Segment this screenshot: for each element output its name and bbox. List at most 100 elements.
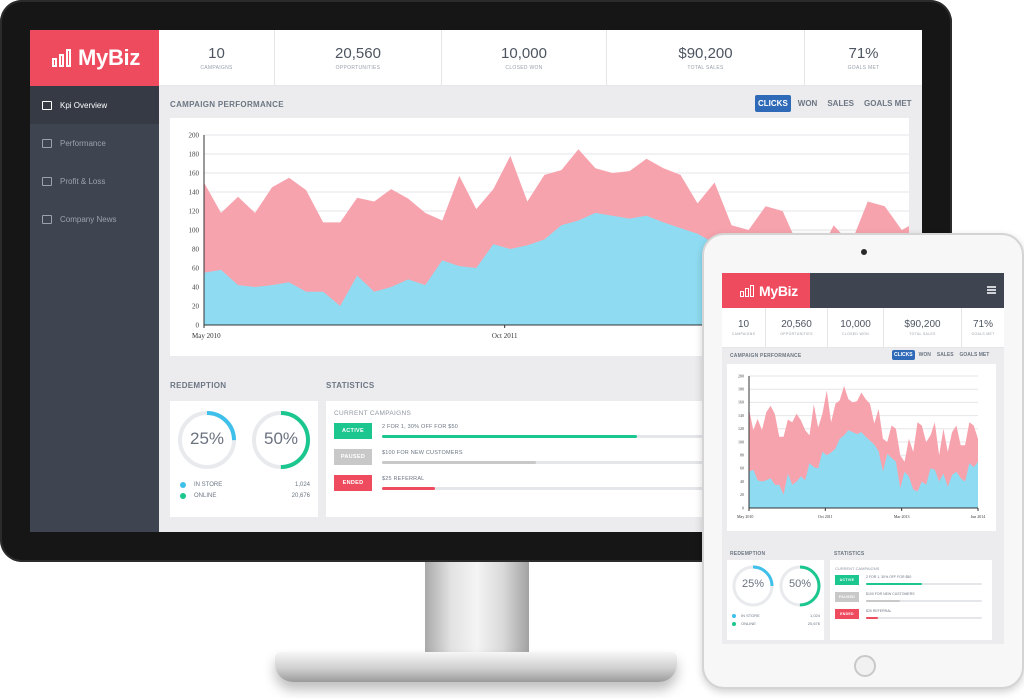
legend-in-store: IN STORE 1,024: [732, 613, 820, 618]
performance-icon: [42, 138, 52, 148]
area-chart: 0 20 40 60 80 100 120 140 160 180 200 May 2010 Oct 2…: [737, 373, 986, 519]
kpi-value: 71%: [848, 44, 879, 62]
progress-track: [866, 600, 982, 602]
progress-fill: [866, 600, 900, 602]
kpi-label: TOTAL SALES: [909, 332, 936, 336]
progress-track: [866, 617, 982, 619]
campaign-name: $25 REFERRAL: [866, 609, 892, 613]
campaign-name: $100 FOR NEW CUSTOMERS: [866, 592, 915, 596]
campaign-row[interactable]: ACTIVE 2 FOR 1, 30% OFF FOR $50: [835, 575, 987, 586]
kpi-closed-won: 10,000 CLOSED WON: [828, 308, 884, 347]
kpi-goals-met: 71% GOALS MET: [962, 308, 1004, 347]
sidebar-item-label: Profit & Loss: [60, 176, 106, 186]
campaign-name: $100 FOR NEW CUSTOMERS: [382, 450, 463, 456]
monitor-stand-neck: [425, 560, 529, 658]
news-icon: [42, 214, 52, 224]
current-campaigns-heading: CURRENT CAMPAIGNS: [835, 566, 880, 571]
progress-track: [382, 435, 914, 438]
kpi-goals-met: 71% GOALS MET: [805, 30, 922, 85]
tablet-dashboard: MyBiz 10 CAMPAIGNS 20,560 OPPORTUNITIES …: [722, 273, 1004, 644]
campaign-row[interactable]: ENDED $25 REFERRAL: [334, 475, 914, 491]
campaign-performance-title: CAMPAIGN PERFORMANCE: [730, 353, 802, 359]
progress-track: [382, 487, 914, 490]
kpi-label: GOALS MET: [847, 64, 880, 71]
redemption-card: 25% 50% IN STORE 1,024 ONLINE 20,676: [727, 560, 824, 640]
statistics-card: CURRENT CAMPAIGNS ACTIVE 2 FOR 1, 30% OF…: [830, 560, 992, 640]
kpi-label: TOTAL SALES: [687, 64, 724, 71]
campaign-row[interactable]: ENDED $25 REFERRAL: [835, 609, 987, 620]
kpi-campaigns: 10 CAMPAIGNS: [722, 308, 766, 347]
monitor-stand-base: [275, 652, 677, 682]
campaign-row[interactable]: ACTIVE 2 FOR 1, 30% OFF FOR $50: [334, 423, 914, 439]
tab-won[interactable]: WON: [797, 99, 818, 108]
tab-goals-met[interactable]: GOALS MET: [959, 352, 990, 358]
progress-track: [866, 583, 982, 585]
campaign-name: $25 REFERRAL: [382, 476, 425, 482]
home-button[interactable]: [854, 655, 876, 677]
legend-dot: [732, 613, 736, 618]
tab-won[interactable]: WON: [918, 352, 931, 358]
x-tick-label: Jun 2014: [971, 514, 986, 519]
kpi-value: 10,000: [840, 319, 871, 330]
sidebar-item-label: Kpi Overview: [60, 100, 108, 110]
y-tick-label: 80: [740, 453, 744, 458]
kpi-value: 20,560: [335, 44, 381, 62]
tab-sales[interactable]: SALES: [827, 99, 855, 108]
x-tick-label: Mar 2013: [894, 514, 910, 519]
x-tick-label: May 2010: [192, 332, 221, 340]
metric-tabs: CLICKS WON SALES GOALS MET: [892, 350, 991, 360]
y-tick-label: 80: [192, 245, 200, 253]
tab-clicks[interactable]: CLICKS: [755, 95, 791, 112]
campaign-row[interactable]: PAUSED $100 FOR NEW CUSTOMERS: [334, 449, 914, 465]
hamburger-menu-icon[interactable]: [987, 286, 996, 294]
online-percent: 50%: [788, 578, 812, 590]
sidebar-item-profit-loss[interactable]: Profit & Loss: [30, 162, 159, 200]
redemption-title: REDEMPTION: [730, 551, 766, 557]
campaign-name: 2 FOR 1, 30% OFF FOR $50: [382, 424, 459, 430]
legend-label: IN STORE: [741, 613, 760, 618]
y-tick-label: 60: [192, 264, 200, 272]
brand-logo[interactable]: MyBiz: [30, 30, 159, 86]
x-tick-label: May 2010: [737, 514, 753, 519]
y-tick-label: 140: [738, 413, 744, 418]
kpi-value: 10: [208, 44, 225, 62]
progress-fill: [866, 617, 878, 619]
kpi-value: 20,560: [781, 319, 812, 330]
tab-goals-met[interactable]: GOALS MET: [864, 99, 912, 108]
tablet-device: MyBiz 10 CAMPAIGNS 20,560 OPPORTUNITIES …: [702, 233, 1024, 689]
redemption-title: REDEMPTION: [170, 381, 227, 390]
monitor-icon: [42, 100, 52, 110]
y-tick-label: 60: [740, 466, 744, 471]
progress-track: [382, 461, 914, 464]
metric-tabs: CLICKS WON SALES GOALS MET: [755, 95, 915, 112]
kpi-campaigns: 10 CAMPAIGNS: [159, 30, 275, 85]
online-percent: 50%: [263, 429, 299, 448]
sidebar-item-kpi-overview[interactable]: Kpi Overview: [30, 86, 159, 124]
y-tick-label: 180: [189, 150, 200, 158]
y-tick-label: 200: [189, 131, 200, 139]
tab-sales[interactable]: SALES: [936, 352, 954, 358]
kpi-value: 10: [737, 319, 750, 330]
kpi-label: CAMPAIGNS: [731, 332, 756, 336]
kpi-label: OPPORTUNITIES: [780, 332, 813, 336]
status-badge: ACTIVE: [334, 423, 372, 439]
y-tick-label: 160: [738, 400, 744, 405]
sidebar-item-company-news[interactable]: Company News: [30, 200, 159, 238]
bar-chart-logo-icon: [740, 284, 754, 297]
kpi-total-sales: $90,200 TOTAL SALES: [884, 308, 962, 347]
brand-name: MyBiz: [759, 282, 798, 299]
campaign-performance-chart: 0 20 40 60 80 100 120 140 160 180 200 May 2010 Oct 2…: [727, 364, 996, 531]
sidebar: Kpi Overview Performance Profit & Loss C…: [30, 86, 159, 532]
legend-label: ONLINE: [194, 493, 217, 499]
y-tick-label: 100: [738, 439, 744, 444]
y-tick-label: 40: [192, 283, 200, 291]
brand-logo[interactable]: MyBiz: [722, 273, 810, 308]
campaign-row[interactable]: PAUSED $100 FOR NEW CUSTOMERS: [835, 592, 987, 603]
sidebar-item-performance[interactable]: Performance: [30, 124, 159, 162]
in-store-percent: 25%: [189, 429, 225, 448]
y-tick-label: 100: [189, 226, 200, 234]
legend-in-store: IN STORE 1,024: [180, 482, 310, 488]
tab-clicks[interactable]: CLICKS: [892, 350, 915, 360]
tablet-header: MyBiz: [722, 273, 1004, 308]
